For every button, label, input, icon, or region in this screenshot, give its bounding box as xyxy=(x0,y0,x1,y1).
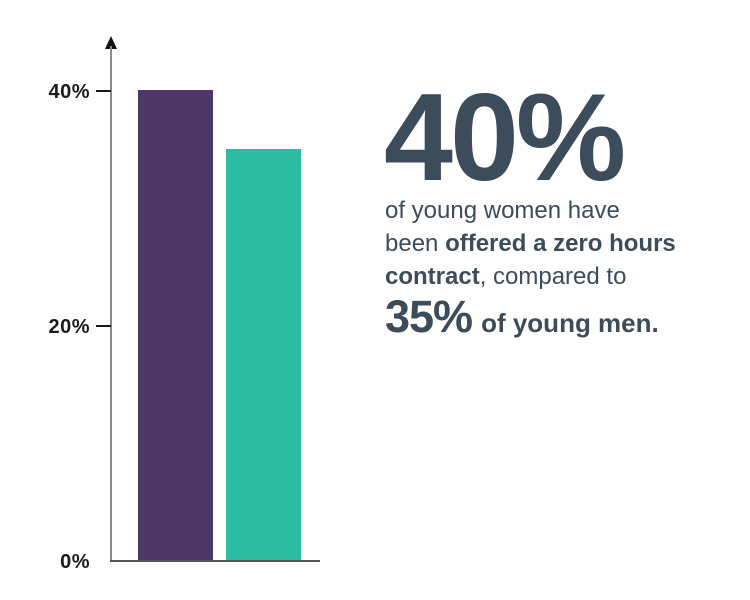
y-tick-label: 20% xyxy=(48,316,90,338)
message-text: , compared to xyxy=(479,263,627,290)
bar-young-women xyxy=(138,90,213,560)
bar-chart: 0% 20% 40% xyxy=(48,36,320,573)
message-text: of young women have been xyxy=(385,197,620,257)
secondary-stat-line: 35% of young men. xyxy=(385,291,659,343)
message-paragraph: of young women have been offered a zero … xyxy=(385,194,677,293)
y-tick-mark xyxy=(96,325,111,327)
x-axis xyxy=(110,560,320,562)
y-tick-mark xyxy=(96,90,111,92)
headline-stat: 40% xyxy=(384,69,626,207)
y-tick-label: 0% xyxy=(60,551,90,573)
secondary-stat-value: 35% xyxy=(385,291,473,342)
secondary-stat-text: of young men. xyxy=(481,308,659,338)
y-tick-label: 40% xyxy=(48,81,90,103)
bar-young-men xyxy=(226,148,301,560)
y-axis xyxy=(110,46,112,562)
y-axis-arrow-icon xyxy=(105,36,117,49)
message-bold-text: offered a zero hours contract xyxy=(385,230,676,290)
